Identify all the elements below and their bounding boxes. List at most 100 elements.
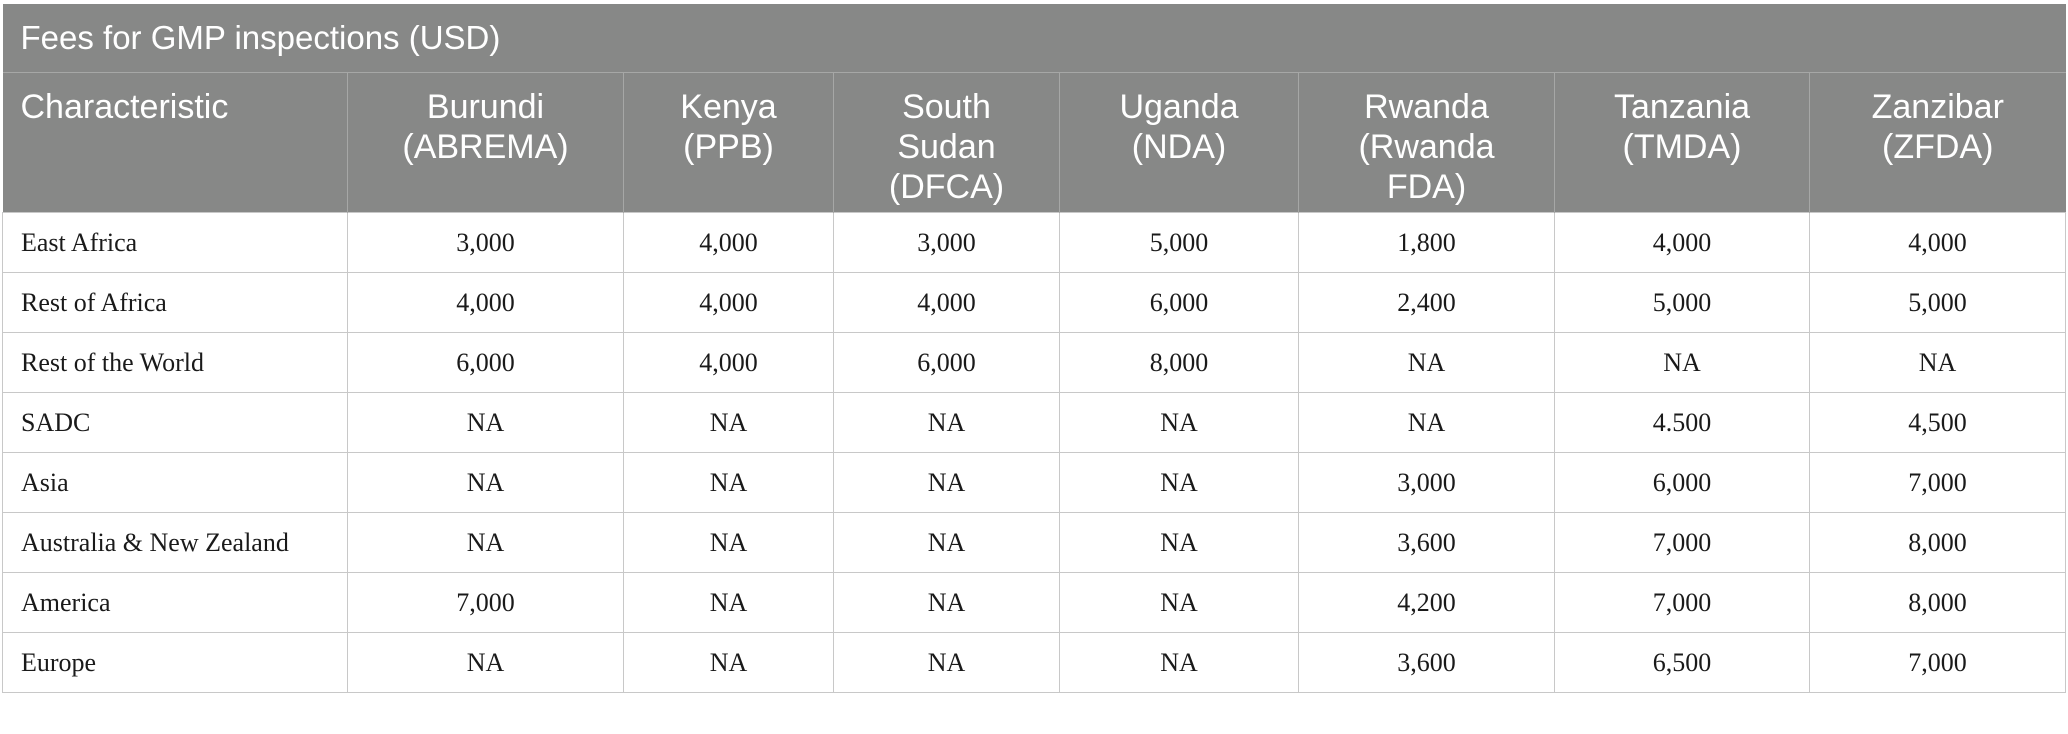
table-row: Asia NA NA NA NA 3,000 6,000 7,000 bbox=[2, 452, 2066, 513]
table-cell: NA bbox=[347, 632, 624, 693]
column-header-line: FDA) bbox=[1386, 168, 1467, 206]
table-row: East Africa 3,000 4,000 3,000 5,000 1,800 4,00… bbox=[2, 212, 2066, 273]
column-header-line: Kenya bbox=[680, 88, 777, 126]
table-cell: 6,000 bbox=[1554, 452, 1810, 513]
column-header-line: (TMDA) bbox=[1622, 128, 1742, 166]
fees-table: Fees for GMP inspections (USD) Character… bbox=[2, 4, 2066, 693]
table-cell: 5,000 bbox=[1809, 272, 2066, 333]
column-header-line: (DFCA) bbox=[888, 168, 1005, 206]
table-body: East Africa 3,000 4,000 3,000 5,000 1,800 4,00… bbox=[2, 212, 2066, 693]
column-header-line: (NDA) bbox=[1131, 128, 1227, 166]
table-cell: NA bbox=[833, 512, 1060, 573]
table-cell: 7,000 bbox=[1554, 572, 1810, 633]
table-cell: NA bbox=[1059, 452, 1299, 513]
table-cell: NA bbox=[1059, 512, 1299, 573]
table-cell: NA bbox=[623, 452, 834, 513]
column-header: Characteristic bbox=[2, 72, 348, 213]
table-cell: NA bbox=[1059, 392, 1299, 453]
table-cell: NA bbox=[347, 452, 624, 513]
table-cell: 2,400 bbox=[1298, 272, 1555, 333]
table-row: SADC NA NA NA NA NA 4.500 4,500 bbox=[2, 392, 2066, 453]
table-title: Fees for GMP inspections (USD) bbox=[2, 4, 2066, 73]
table-cell: 5,000 bbox=[1554, 272, 1810, 333]
table-cell: NA bbox=[1298, 392, 1555, 453]
table-row: Rest of the World 6,000 4,000 6,000 8,000 NA N… bbox=[2, 332, 2066, 393]
table-cell: 7,000 bbox=[1809, 632, 2066, 693]
column-header-line: Zanzibar bbox=[1871, 88, 2004, 126]
column-header-line: (Rwanda bbox=[1358, 128, 1495, 166]
column-header-line: Rwanda bbox=[1364, 88, 1489, 126]
table-cell: 4,000 bbox=[623, 332, 834, 393]
table-cell: 7,000 bbox=[1554, 512, 1810, 573]
column-header-line: (ZFDA) bbox=[1882, 128, 1994, 166]
table-cell: 3,000 bbox=[347, 212, 624, 273]
table-row: Rest of Africa 4,000 4,000 4,000 6,000 2,400 5… bbox=[2, 272, 2066, 333]
table-cell: NA bbox=[833, 452, 1060, 513]
column-header: Tanzania (TMDA) bbox=[1554, 72, 1810, 213]
table-cell: NA bbox=[623, 632, 834, 693]
table-cell: NA bbox=[833, 572, 1060, 633]
table-cell: 8,000 bbox=[1809, 572, 2066, 633]
table-cell: 7,000 bbox=[347, 572, 624, 633]
table-cell: 4,000 bbox=[623, 272, 834, 333]
table-cell: 4,000 bbox=[833, 272, 1060, 333]
column-header-line: (ABREMA) bbox=[402, 128, 569, 166]
row-label: Australia & New Zealand bbox=[2, 512, 348, 573]
column-header: Kenya (PPB) bbox=[623, 72, 834, 213]
table-cell: 4,000 bbox=[347, 272, 624, 333]
column-header-line: South bbox=[902, 88, 991, 126]
table-cell: NA bbox=[623, 392, 834, 453]
table-cell: NA bbox=[1059, 572, 1299, 633]
row-label: America bbox=[2, 572, 348, 633]
row-label: Europe bbox=[2, 632, 348, 693]
table-cell: 6,500 bbox=[1554, 632, 1810, 693]
column-header: Rwanda (Rwanda FDA) bbox=[1298, 72, 1555, 213]
column-header-row: Characteristic Burundi (ABREMA) Kenya (PPB) S… bbox=[2, 72, 2066, 213]
column-header-line: Burundi bbox=[426, 88, 545, 126]
column-header-line: Characteristic bbox=[20, 88, 229, 126]
table-cell: NA bbox=[1059, 632, 1299, 693]
table-cell: 4,200 bbox=[1298, 572, 1555, 633]
table-cell: 6,000 bbox=[833, 332, 1060, 393]
column-header: South Sudan (DFCA) bbox=[833, 72, 1060, 213]
table-cell: NA bbox=[1554, 332, 1810, 393]
column-header-line: Tanzania bbox=[1613, 88, 1751, 126]
table-cell: 4,000 bbox=[1554, 212, 1810, 273]
column-header-line: Uganda bbox=[1119, 88, 1239, 126]
table-cell: 3,600 bbox=[1298, 632, 1555, 693]
table-cell: 3,000 bbox=[833, 212, 1060, 273]
table-row: Australia & New Zealand NA NA NA NA 3,600 7,00… bbox=[2, 512, 2066, 573]
table-cell: 1,800 bbox=[1298, 212, 1555, 273]
column-header-line: (PPB) bbox=[683, 128, 774, 166]
table-cell: NA bbox=[623, 512, 834, 573]
row-label: Asia bbox=[2, 452, 348, 513]
table-cell: NA bbox=[1809, 332, 2066, 393]
table-cell: 4,000 bbox=[623, 212, 834, 273]
column-header: Uganda (NDA) bbox=[1059, 72, 1299, 213]
table-cell: 3,600 bbox=[1298, 512, 1555, 573]
fees-table-container: Fees for GMP inspections (USD) Character… bbox=[2, 4, 2066, 693]
table-cell: NA bbox=[833, 392, 1060, 453]
table-cell: NA bbox=[833, 632, 1060, 693]
row-label: Rest of Africa bbox=[2, 272, 348, 333]
table-cell: NA bbox=[1298, 332, 1555, 393]
table-cell: NA bbox=[347, 392, 624, 453]
table-cell: 7,000 bbox=[1809, 452, 2066, 513]
column-header: Burundi (ABREMA) bbox=[347, 72, 624, 213]
table-cell: 3,000 bbox=[1298, 452, 1555, 513]
row-label: SADC bbox=[2, 392, 348, 453]
table-row: America 7,000 NA NA NA 4,200 7,000 8,000 bbox=[2, 572, 2066, 633]
column-header-line: Sudan bbox=[897, 128, 996, 166]
table-cell: 6,000 bbox=[347, 332, 624, 393]
table-cell: 4.500 bbox=[1554, 392, 1810, 453]
table-cell: 8,000 bbox=[1809, 512, 2066, 573]
table-cell: 4,500 bbox=[1809, 392, 2066, 453]
table-cell: 4,000 bbox=[1809, 212, 2066, 273]
table-cell: 6,000 bbox=[1059, 272, 1299, 333]
row-label: East Africa bbox=[2, 212, 348, 273]
table-cell: 5,000 bbox=[1059, 212, 1299, 273]
table-row: Europe NA NA NA NA 3,600 6,500 7,000 bbox=[2, 632, 2066, 693]
table-cell: NA bbox=[347, 512, 624, 573]
column-header: Zanzibar (ZFDA) bbox=[1809, 72, 2066, 213]
table-cell: NA bbox=[623, 572, 834, 633]
